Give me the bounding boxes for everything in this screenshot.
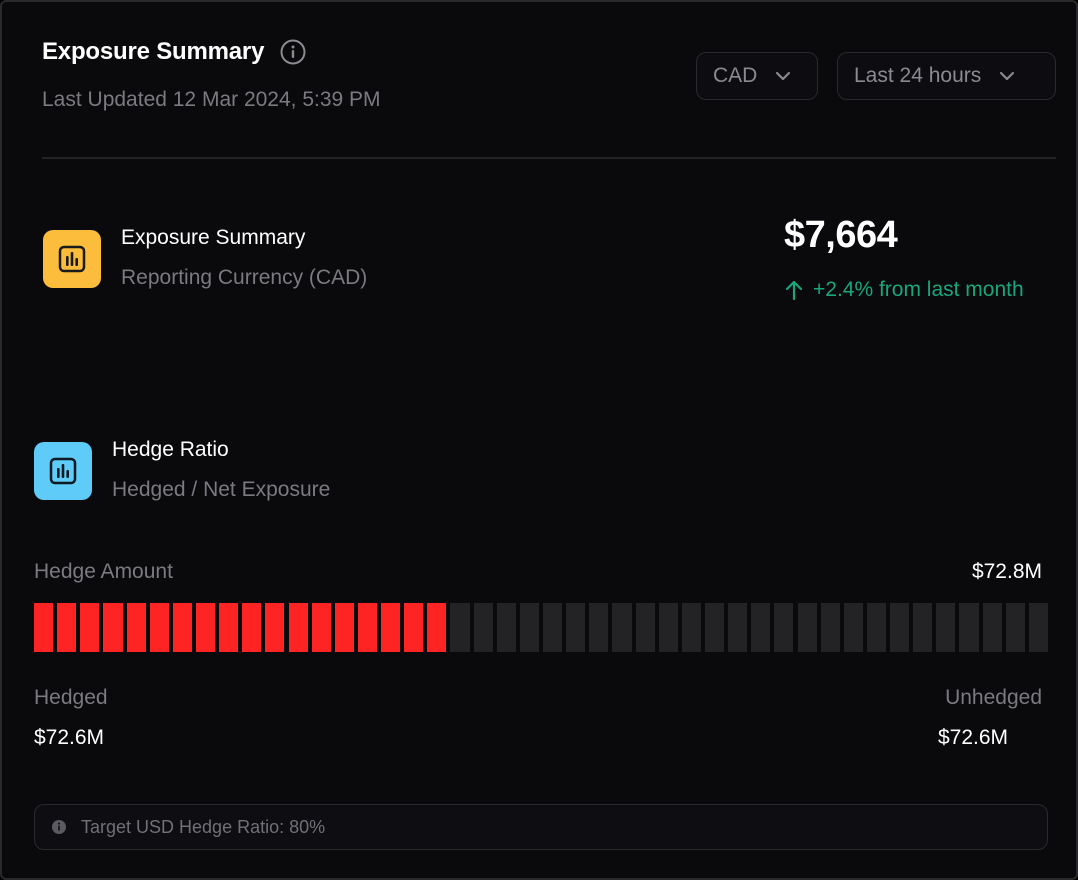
unhedged-segment bbox=[496, 603, 516, 652]
unhedged-segment bbox=[890, 603, 910, 652]
unhedged-segment bbox=[843, 603, 863, 652]
hedged-segment bbox=[195, 603, 216, 652]
hedged-segment bbox=[334, 603, 354, 652]
unhedged-segment bbox=[450, 603, 470, 652]
unhedged-segment bbox=[612, 603, 632, 652]
hedged-segment bbox=[427, 603, 447, 652]
hedged-value: $72.6M bbox=[34, 726, 105, 749]
unhedged-label: Unhedged bbox=[945, 686, 1042, 709]
unhedged-segment bbox=[704, 603, 725, 652]
chevron-down-icon bbox=[999, 71, 1015, 81]
unhedged-segment bbox=[566, 603, 586, 652]
hedged-segment bbox=[57, 603, 77, 652]
chevron-down-icon bbox=[775, 71, 791, 81]
header-title-row: Exposure Summary bbox=[42, 38, 306, 66]
hedged-segment bbox=[80, 603, 100, 652]
unhedged-segment bbox=[519, 603, 539, 652]
exposure-section-title: Exposure Summary bbox=[121, 226, 306, 249]
unhedged-segment bbox=[982, 603, 1002, 652]
hedged-segment bbox=[172, 603, 192, 652]
unhedged-segment bbox=[1028, 603, 1048, 652]
unhedged-segment bbox=[959, 603, 979, 652]
exposure-change-text: +2.4% from last month bbox=[813, 278, 1024, 301]
time-range-dropdown[interactable]: Last 24 hours bbox=[837, 52, 1056, 100]
exposure-change: +2.4% from last month bbox=[785, 278, 1024, 302]
target-hedge-note-text: Target USD Hedge Ratio: 80% bbox=[81, 816, 326, 837]
unhedged-segment bbox=[936, 603, 956, 652]
unhedged-segment bbox=[820, 603, 840, 652]
hedged-segment bbox=[34, 603, 54, 652]
page-title: Exposure Summary bbox=[42, 38, 265, 65]
unhedged-segment bbox=[635, 603, 655, 652]
hedge-amount-value: $72.8M bbox=[971, 560, 1042, 583]
unhedged-segment bbox=[866, 603, 887, 652]
unhedged-segment bbox=[774, 603, 794, 652]
hedge-bar-chart-icon bbox=[34, 442, 92, 500]
unhedged-segment bbox=[751, 603, 771, 652]
header-divider bbox=[42, 157, 1056, 159]
hedged-segment bbox=[404, 603, 424, 652]
hedge-section-subtitle: Hedged / Net Exposure bbox=[112, 478, 331, 501]
time-range-dropdown-label: Last 24 hours bbox=[854, 64, 982, 87]
hedged-segment bbox=[126, 603, 146, 652]
unhedged-segment bbox=[543, 603, 563, 652]
hedge-progress-bar bbox=[34, 603, 1048, 652]
hedged-segment bbox=[242, 603, 262, 652]
arrow-up-icon bbox=[785, 279, 803, 301]
currency-dropdown-label: CAD bbox=[713, 64, 758, 87]
hedged-segment bbox=[103, 603, 123, 652]
hedge-amount-label: Hedge Amount bbox=[34, 560, 173, 583]
unhedged-segment bbox=[728, 603, 748, 652]
hedged-segment bbox=[149, 603, 169, 652]
currency-dropdown[interactable]: CAD bbox=[696, 52, 818, 100]
last-updated-text: Last Updated 12 Mar 2024, 5:39 PM bbox=[42, 88, 381, 111]
exposure-bar-chart-icon bbox=[43, 230, 101, 288]
info-icon bbox=[51, 819, 67, 835]
unhedged-segment bbox=[797, 603, 817, 652]
hedged-label: Hedged bbox=[34, 686, 108, 709]
unhedged-segment bbox=[681, 603, 701, 652]
unhedged-value: $72.6M bbox=[938, 726, 1009, 749]
unhedged-segment bbox=[913, 603, 933, 652]
info-icon[interactable] bbox=[280, 39, 306, 65]
unhedged-segment bbox=[1005, 603, 1025, 652]
hedged-segment bbox=[357, 603, 378, 652]
unhedged-segment bbox=[473, 603, 493, 652]
hedge-section-title: Hedge Ratio bbox=[112, 438, 229, 461]
hedged-segment bbox=[265, 603, 285, 652]
hedged-segment bbox=[311, 603, 331, 652]
hedged-segment bbox=[381, 603, 401, 652]
hedged-segment bbox=[288, 603, 308, 652]
exposure-total-value: $7,664 bbox=[784, 214, 898, 256]
hedged-segment bbox=[219, 603, 239, 652]
unhedged-segment bbox=[658, 603, 678, 652]
target-hedge-note: Target USD Hedge Ratio: 80% bbox=[34, 804, 1048, 850]
unhedged-segment bbox=[589, 603, 609, 652]
exposure-section-subtitle: Reporting Currency (CAD) bbox=[121, 266, 368, 289]
